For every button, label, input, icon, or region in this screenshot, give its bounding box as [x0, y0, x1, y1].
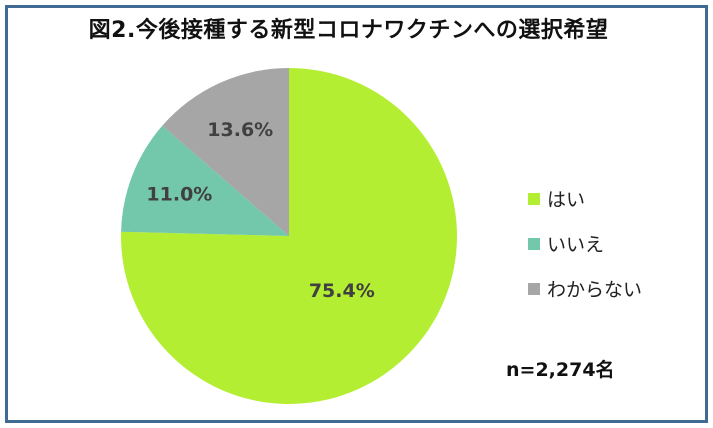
legend-label-yes: はい [547, 189, 586, 211]
slice-no [121, 125, 289, 236]
legend-swatch-unknown [528, 282, 540, 295]
chart-title: 図2.今後接種する新型コロナワクチンへの選択希望 [88, 18, 609, 43]
legend: はい いいえ わからない [528, 176, 642, 311]
legend-label-unknown: わからない [547, 279, 643, 301]
legend-swatch-yes [528, 192, 540, 205]
slice-label-yes: 75.4% [309, 280, 375, 302]
slice-label-no: 11.0% [146, 183, 212, 205]
slice-unknown [162, 68, 289, 236]
slice-label-unknown: 13.6% [207, 119, 273, 141]
legend-item-unknown: わからない [528, 266, 642, 311]
legend-label-no: いいえ [547, 234, 605, 256]
legend-swatch-no [528, 237, 540, 250]
legend-item-yes: はい [528, 176, 642, 221]
sample-size-note: n=2,274名 [506, 359, 615, 381]
legend-item-no: いいえ [528, 221, 642, 266]
